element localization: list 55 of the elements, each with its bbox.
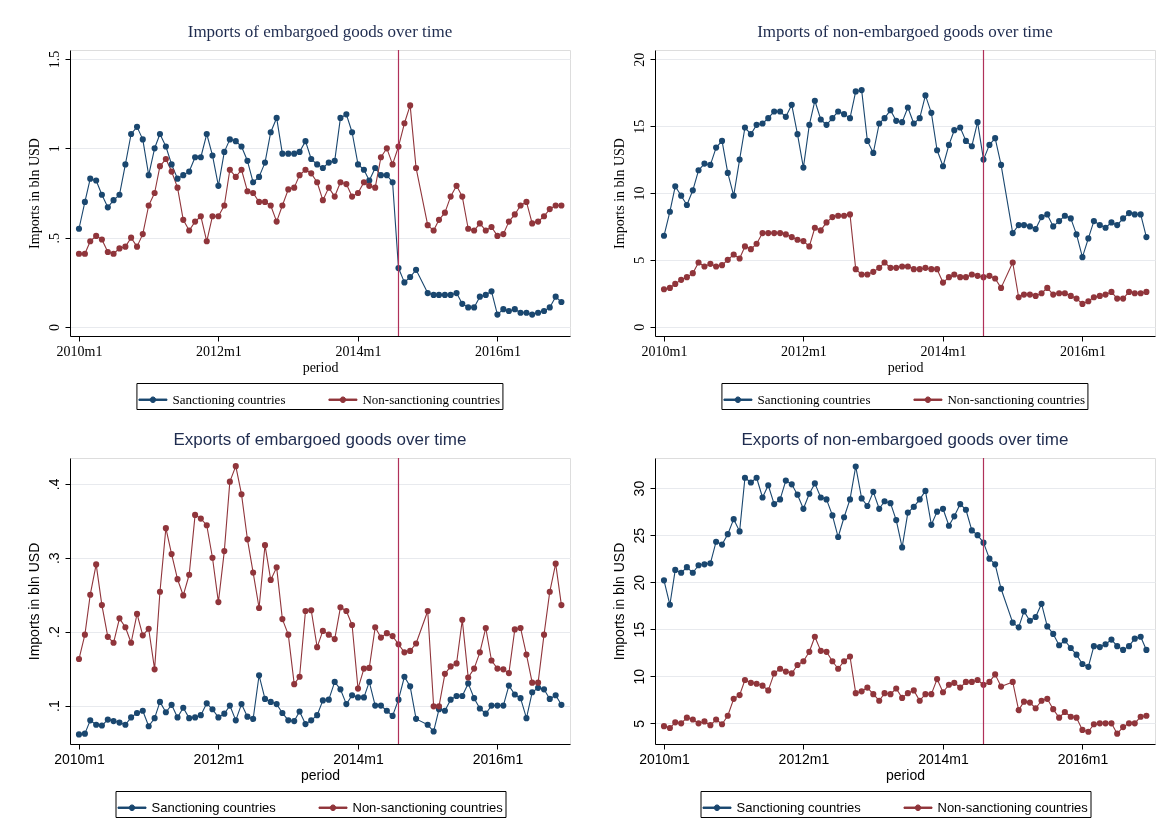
legend-label: Non-sanctioning countries	[352, 799, 504, 815]
legend-label: Non-sanctioning countries	[362, 391, 500, 407]
x-tick-label: 2014m1	[918, 750, 970, 767]
y-axis-title: Imports in bln USD	[26, 138, 42, 249]
y-tick-label: .5	[46, 232, 62, 244]
chart-title: Exports of embargoed goods over time	[173, 430, 467, 450]
x-tick-label: 2016m1	[472, 750, 524, 767]
legend-label: Sanctioning countries	[172, 391, 286, 407]
legend-label: Non-sanctioning countries	[947, 391, 1085, 407]
legend-label: Sanctioning countries	[757, 391, 871, 407]
x-tick-label: 2016m1	[1059, 343, 1106, 359]
chart-title: Imports of non-embargoed goods over time	[757, 22, 1053, 42]
legend-label: Sanctioning countries	[736, 799, 862, 815]
y-tick-label: 10	[631, 186, 647, 201]
y-tick-label: 1	[46, 145, 62, 153]
y-tick-label: .3	[45, 552, 62, 565]
x-tick-label: 2016m1	[474, 343, 521, 359]
x-tick-label: 2010m1	[56, 343, 103, 359]
y-axis-title: Imports in bln USD	[25, 542, 42, 661]
legend-label: Sanctioning countries	[151, 799, 277, 815]
y-tick-label: 30	[630, 480, 647, 497]
x-tick-label: 2010m1	[641, 343, 688, 359]
x-tick-label: 2010m1	[54, 750, 105, 767]
y-tick-label: 5	[631, 256, 647, 264]
y-tick-label: 15	[631, 119, 647, 134]
y-tick-label: 1.5	[46, 50, 62, 69]
x-tick-label: 2012m1	[778, 750, 830, 767]
y-tick-label: 5	[630, 719, 647, 728]
x-tick-label: 2014m1	[333, 750, 385, 767]
x-axis-title: period	[887, 359, 924, 375]
x-tick-label: 2012m1	[780, 343, 827, 359]
legend-label: Non-sanctioning countries	[937, 799, 1089, 815]
y-tick-label: .2	[45, 626, 62, 639]
x-axis-title: period	[886, 766, 925, 783]
y-tick-label: 20	[630, 574, 647, 591]
y-tick-label: 25	[630, 527, 647, 544]
x-tick-label: 2012m1	[195, 343, 242, 359]
y-tick-label: .1	[45, 700, 62, 712]
y-tick-label: 10	[630, 668, 647, 685]
x-axis-title: period	[302, 359, 339, 375]
x-axis-title: period	[301, 766, 340, 783]
y-tick-label: 20	[631, 52, 647, 67]
x-tick-label: 2014m1	[335, 343, 382, 359]
y-tick-label: 0	[46, 324, 62, 332]
x-tick-label: 2014m1	[920, 343, 967, 359]
y-axis-title: Imports in bln USD	[611, 138, 627, 249]
y-tick-label: 15	[630, 621, 647, 638]
chart-title: Imports of embargoed goods over time	[187, 22, 453, 42]
y-tick-label: 0	[631, 323, 647, 331]
x-tick-label: 2010m1	[639, 750, 690, 767]
y-tick-label: .4	[45, 478, 62, 491]
y-axis-title: Imports in bln USD	[610, 542, 627, 661]
chart-title: Exports of non-embargoed goods over time	[741, 430, 1069, 450]
x-tick-label: 2016m1	[1057, 750, 1109, 767]
x-tick-label: 2012m1	[193, 750, 245, 767]
